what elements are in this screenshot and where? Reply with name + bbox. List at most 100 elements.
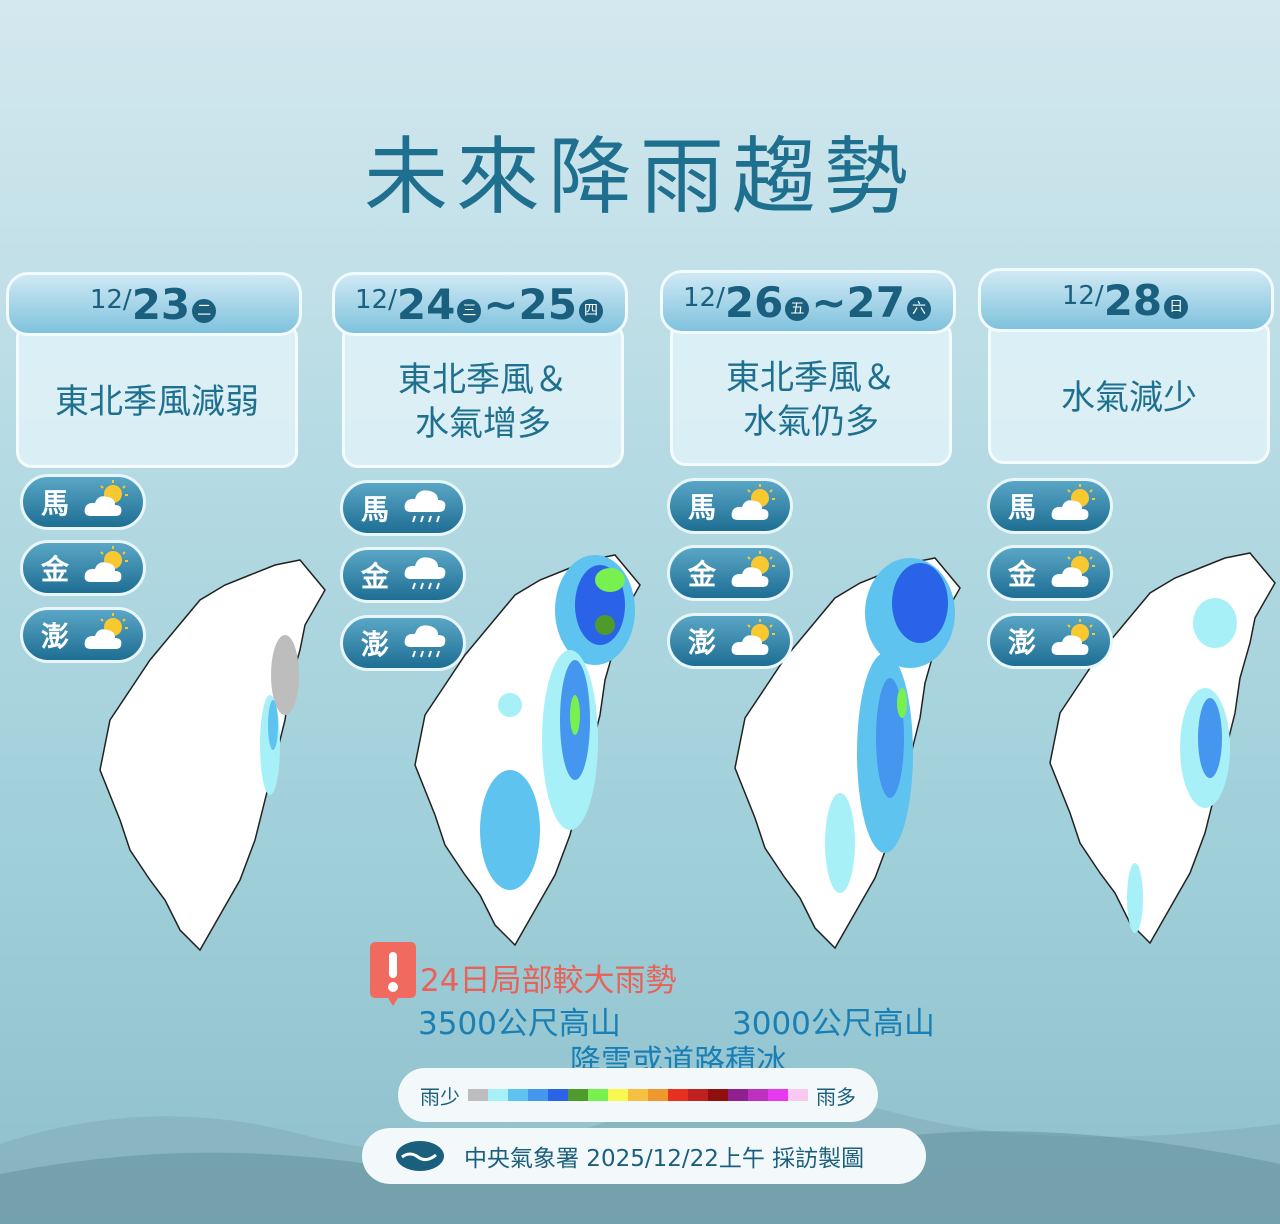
partly-sunny-icon	[730, 619, 778, 663]
island-jin-forecast: 金	[340, 547, 466, 603]
legend-swatch	[648, 1089, 668, 1101]
day: 26	[724, 278, 784, 327]
island-peng-forecast: 澎	[340, 615, 466, 671]
desc-line: 東北季風減弱	[55, 382, 259, 422]
day: 27	[846, 278, 905, 327]
forecast-card: 水氣減少 12/28 日	[978, 268, 1274, 464]
date-header: 12/28 日	[978, 268, 1274, 332]
island-jin-forecast: 金	[987, 545, 1113, 601]
day: 25	[518, 280, 577, 329]
rain-cloud-icon	[403, 553, 451, 597]
legend-swatch	[488, 1089, 508, 1101]
day: 23	[131, 280, 191, 329]
island-label: 澎	[41, 620, 70, 653]
partly-sunny-icon	[1050, 551, 1098, 595]
island-label: 金	[41, 553, 70, 586]
exclamation-icon	[370, 942, 416, 1006]
legend-swatch	[748, 1089, 768, 1101]
island-ma-forecast: 馬	[340, 480, 466, 536]
island-label: 馬	[361, 493, 390, 526]
island-label: 馬	[1008, 491, 1037, 524]
island-label: 馬	[688, 491, 717, 524]
cwa-logo	[396, 1141, 444, 1171]
date-header: 12/23 二	[6, 272, 302, 336]
forecast-description: 東北季風減弱	[16, 322, 298, 468]
island-ma-forecast: 馬	[20, 474, 146, 530]
legend-high-label: 雨多	[816, 1084, 856, 1109]
snow-note-right: 3000公尺高山	[732, 1006, 935, 1042]
partly-sunny-icon	[730, 551, 778, 595]
island-jin-forecast: 金	[667, 545, 793, 601]
legend-swatch	[728, 1089, 748, 1101]
range-separator: ~	[811, 278, 847, 327]
rain-cloud-icon	[403, 621, 451, 665]
weekday-badge: 四	[578, 299, 603, 323]
warning-text: 24日局部較大雨勢	[420, 963, 677, 999]
map-1226-27	[734, 557, 961, 949]
page-title: 未來降雨趨勢	[363, 128, 916, 226]
partly-sunny-icon	[1050, 619, 1098, 663]
partly-sunny-icon	[83, 613, 131, 657]
forecast-card: 東北季風減弱 12/23 二	[6, 272, 302, 468]
island-label: 金	[361, 560, 390, 593]
legend-swatch	[608, 1089, 628, 1101]
legend-swatch	[588, 1089, 608, 1101]
legend-swatch	[568, 1089, 588, 1101]
legend-swatch	[528, 1089, 548, 1101]
date-header: 12/26 五 ~27 六	[660, 270, 956, 334]
legend-swatch	[548, 1089, 568, 1101]
legend-swatch	[788, 1089, 808, 1101]
island-label: 金	[1008, 558, 1037, 591]
map-1228	[1049, 552, 1276, 944]
weekday-badge: 六	[906, 297, 931, 321]
desc-line: 水氣減少	[1061, 378, 1197, 418]
island-label: 澎	[1008, 626, 1037, 659]
island-label: 馬	[41, 487, 70, 520]
map-1223	[99, 559, 326, 951]
footer-credit: 中央氣象署 2025/12/22上午 採訪製圖	[362, 1128, 926, 1184]
island-ma-forecast: 馬	[987, 478, 1113, 534]
day: 28	[1103, 276, 1163, 325]
island-label: 澎	[688, 626, 717, 659]
map-1224-25	[414, 554, 641, 946]
weekday-badge: 三	[457, 299, 482, 323]
weekday-badge: 二	[192, 299, 217, 323]
island-label: 金	[688, 558, 717, 591]
day: 24	[396, 280, 456, 329]
legend-color-bar	[468, 1089, 808, 1101]
island-peng-forecast: 澎	[987, 613, 1113, 669]
forecast-description: 東北季風＆ 水氣仍多	[670, 320, 952, 466]
month: 12/	[683, 283, 725, 313]
desc-line: 水氣仍多	[743, 402, 879, 442]
rain-cloud-icon	[403, 486, 451, 530]
legend-swatch	[688, 1089, 708, 1101]
weekday-badge: 五	[785, 297, 810, 321]
legend-swatch	[668, 1089, 688, 1101]
partly-sunny-icon	[730, 484, 778, 528]
desc-line: 東北季風＆	[726, 358, 896, 398]
forecast-card: 東北季風＆ 水氣增多 12/24 三 ~25 四	[332, 272, 628, 468]
desc-line: 水氣增多	[415, 404, 551, 444]
forecast-card: 東北季風＆ 水氣仍多 12/26 五 ~27 六	[660, 270, 956, 466]
legend-swatch	[768, 1089, 788, 1101]
island-peng-forecast: 澎	[667, 613, 793, 669]
partly-sunny-icon	[1050, 484, 1098, 528]
partly-sunny-icon	[83, 546, 131, 590]
month: 12/	[89, 285, 132, 315]
legend-swatch	[628, 1089, 648, 1101]
rain-legend: 雨少 雨多	[398, 1068, 878, 1122]
range-separator: ~	[483, 280, 519, 329]
partly-sunny-icon	[83, 480, 131, 524]
weekday-badge: 日	[1164, 295, 1189, 319]
month: 12/	[355, 285, 397, 315]
month: 12/	[1061, 281, 1104, 311]
forecast-description: 東北季風＆ 水氣增多	[342, 322, 624, 468]
legend-swatch	[508, 1089, 528, 1101]
desc-line: 東北季風＆	[398, 360, 568, 400]
island-peng-forecast: 澎	[20, 607, 146, 663]
date-header: 12/24 三 ~25 四	[332, 272, 628, 336]
island-jin-forecast: 金	[20, 540, 146, 596]
legend-swatch	[708, 1089, 728, 1101]
legend-low-label: 雨少	[420, 1084, 460, 1109]
